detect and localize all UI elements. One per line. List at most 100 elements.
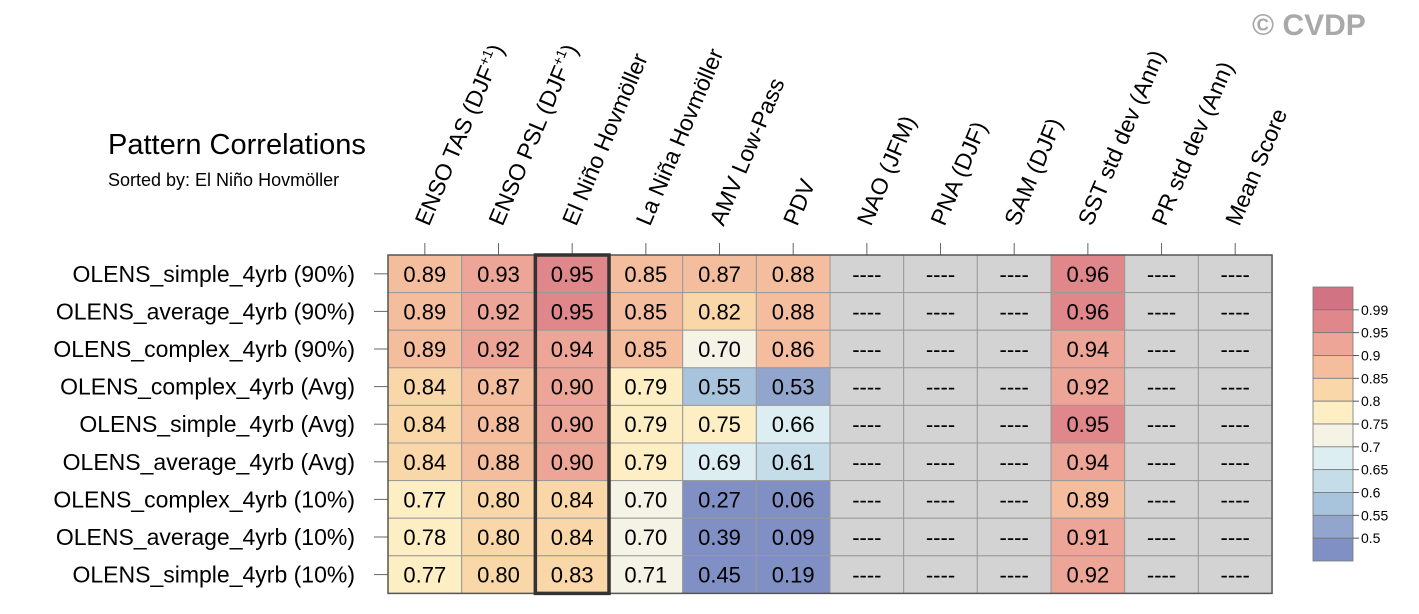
row-label-olens-complex-4yrb-90: OLENS_complex_4yrb (90%) [53,336,355,362]
cell-value: 0.89 [403,337,446,362]
cell-olens-complex-4yrb-10-pr-std-dev-ann: ---- [1124,480,1199,519]
cell-olens-complex-4yrb-90-la-ni-a-hovm-ller: 0.85 [608,329,684,369]
colorbar-band [1312,492,1354,516]
cell-value: 0.84 [403,450,446,475]
cell-olens-simple-4yrb-90-sst-std-dev-ann: 0.96 [1050,254,1126,294]
cell-olens-average-4yrb-avg-pdv: 0.61 [755,442,831,482]
cell-olens-average-4yrb-90-pna-djf: ---- [903,292,978,331]
colorbar-label: 0.7 [1361,439,1381,455]
cell-value: 0.92 [477,299,520,324]
cell-value: 0.95 [551,299,594,324]
cell-value: 0.66 [772,412,815,437]
cell-olens-average-4yrb-10-la-ni-a-hovm-ller: 0.70 [608,517,684,557]
cell-olens-simple-4yrb-90-nao-jfm: ---- [829,254,905,294]
cell-value: ---- [852,487,881,512]
cell-olens-complex-4yrb-90-enso-psl-djf-1: 0.92 [461,329,536,369]
cell-value: ---- [926,450,955,475]
cell-olens-complex-4yrb-10-sam-djf: ---- [976,480,1052,519]
cell-value: 0.95 [551,262,594,287]
cell-value: ---- [1147,450,1176,475]
cell-value: ---- [1000,299,1029,324]
cell-olens-simple-4yrb-10-sst-std-dev-ann: 0.92 [1050,555,1126,594]
row-labels: OLENS_simple_4yrb (90%) OLENS_average_4yr… [53,261,388,588]
cell-olens-average-4yrb-avg-nao-jfm: ---- [829,442,905,482]
cell-value: ---- [1221,487,1250,512]
cell-value: 0.83 [551,563,594,588]
cell-value: 0.79 [624,412,667,437]
cell-olens-complex-4yrb-avg-el-ni-o-hovm-ller: 0.90 [534,367,610,406]
cell-value: 0.27 [698,487,741,512]
cell-olens-simple-4yrb-90-enso-tas-djf-1: 0.89 [387,254,463,294]
cell-value: ---- [1000,412,1029,437]
cell-olens-complex-4yrb-avg-amv-low-pass: 0.55 [682,367,757,406]
cell-value: ---- [852,262,881,287]
colorbar-legend: 0.99 0.95 0.9 0.85 0.8 0.75 0.7 0.65 0.6 0.55 0.5 [1312,286,1388,562]
cell-value: 0.61 [772,450,815,475]
cell-value: ---- [1221,337,1250,362]
colorbar-label: 0.85 [1361,370,1388,386]
colorbar-band [1312,377,1354,402]
cell-olens-simple-4yrb-90-pr-std-dev-ann: ---- [1124,254,1199,294]
cell-value: 0.89 [403,262,446,287]
column-label-pdv: PDV [778,175,821,229]
cell-olens-simple-4yrb-10-enso-tas-djf-1: 0.77 [387,555,463,594]
heatmap-cells: 0.89 0.93 0.95 0.85 0.87 0.88 ---- ---- ---- 0.96… [387,253,1273,596]
cell-olens-average-4yrb-90-nao-jfm: ---- [829,292,905,331]
cell-olens-simple-4yrb-90-enso-psl-djf-1: 0.93 [461,254,536,294]
cell-value: ---- [852,563,881,588]
cell-value: 0.88 [772,262,815,287]
cell-olens-average-4yrb-avg-pr-std-dev-ann: ---- [1124,442,1199,482]
cell-olens-simple-4yrb-avg-la-ni-a-hovm-ller: 0.79 [608,404,684,444]
colorbar-band [1312,469,1354,493]
cell-value: 0.09 [772,525,815,550]
cell-olens-complex-4yrb-10-pdv: 0.06 [755,480,831,519]
cell-value: 0.78 [403,525,446,550]
cell-value: 0.55 [698,375,741,400]
cell-value: 0.94 [1066,337,1109,362]
cell-olens-simple-4yrb-avg-enso-psl-djf-1: 0.88 [461,404,536,444]
colorbar-label: 0.5 [1361,530,1381,546]
colorbar-label: 0.99 [1361,302,1388,318]
cell-olens-simple-4yrb-10-nao-jfm: ---- [829,555,905,594]
table-frame [387,254,1273,595]
cell-value: 0.85 [624,262,667,287]
cell-olens-complex-4yrb-avg-sst-std-dev-ann: 0.92 [1050,367,1126,406]
cell-olens-simple-4yrb-avg-amv-low-pass: 0.75 [682,404,757,444]
cell-value: 0.96 [1066,262,1109,287]
cell-value: ---- [1221,450,1250,475]
cell-value: ---- [1221,375,1250,400]
colorbar-band [1312,355,1354,379]
cell-value: ---- [1000,563,1029,588]
cell-olens-simple-4yrb-10-sam-djf: ---- [976,555,1052,594]
cell-value: ---- [1147,487,1176,512]
cell-value: ---- [926,262,955,287]
column-label-nao-jfm: NAO (JFM) [852,112,921,229]
cell-olens-average-4yrb-90-pdv: 0.88 [755,292,831,331]
cell-olens-complex-4yrb-90-amv-low-pass: 0.70 [682,329,757,369]
cell-olens-complex-4yrb-10-nao-jfm: ---- [829,480,905,519]
cell-value: 0.82 [698,299,741,324]
cell-olens-complex-4yrb-avg-enso-psl-djf-1: 0.87 [461,367,536,406]
cell-olens-simple-4yrb-10-enso-psl-djf-1: 0.80 [461,555,536,594]
row-label-olens-average-4yrb-10: OLENS_average_4yrb (10%) [56,524,355,550]
colorbar-band [1312,400,1354,425]
colorbar-label: 0.9 [1361,348,1381,364]
cell-value: ---- [1221,412,1250,437]
cell-value: 0.69 [698,450,741,475]
cell-value: 0.94 [1066,450,1109,475]
cell-olens-simple-4yrb-10-el-ni-o-hovm-ller: 0.83 [534,555,610,594]
cell-value: ---- [1000,450,1029,475]
cell-value: 0.90 [551,412,594,437]
cell-olens-average-4yrb-90-mean-score: ---- [1197,292,1273,331]
cell-olens-complex-4yrb-avg-pna-djf: ---- [903,367,978,406]
row-label-olens-complex-4yrb-10: OLENS_complex_4yrb (10%) [53,486,355,512]
cell-value: 0.87 [698,262,741,287]
cell-value: 0.95 [1066,412,1109,437]
cell-value: 0.70 [698,337,741,362]
cell-olens-average-4yrb-avg-enso-tas-djf-1: 0.84 [387,442,463,482]
cell-olens-simple-4yrb-90-mean-score: ---- [1197,254,1273,294]
cell-olens-average-4yrb-10-mean-score: ---- [1197,517,1273,557]
cell-olens-simple-4yrb-10-amv-low-pass: 0.45 [682,555,757,594]
cell-olens-simple-4yrb-90-pna-djf: ---- [903,254,978,294]
row-label-olens-complex-4yrb-avg: OLENS_complex_4yrb (Avg) [60,374,355,400]
